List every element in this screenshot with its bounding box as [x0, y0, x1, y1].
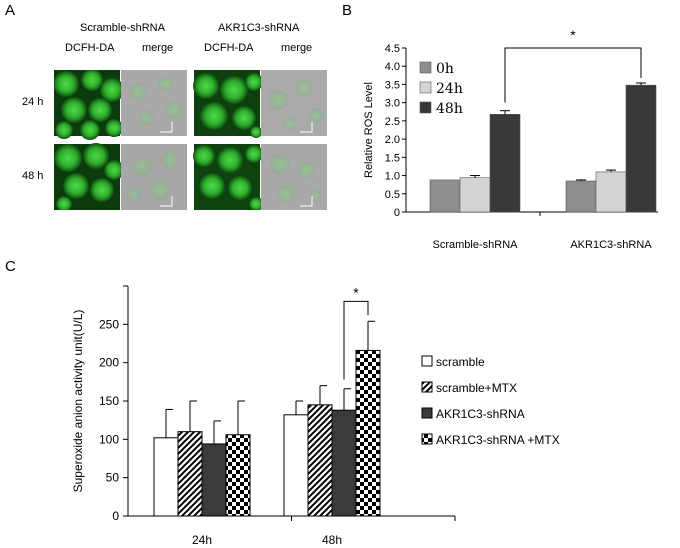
- bar-0h-0: [429, 179, 461, 213]
- group-label-akr1c3: AKR1C3-shRNA: [218, 22, 300, 34]
- image-48h-scramble-dcfh: [54, 143, 124, 210]
- legend-label-24h: 24h: [436, 81, 463, 97]
- legend-label-3: AKR1C3-shRNA +MTX: [436, 433, 560, 447]
- bar-24h-1: [595, 171, 627, 213]
- y-tick-label: 200: [99, 356, 119, 370]
- x-category-label: 48h: [322, 533, 342, 546]
- y-tick-label: 2.5: [385, 116, 400, 128]
- image-48h-akr1c3-merge: [261, 144, 327, 210]
- bar-1-1: [307, 404, 333, 517]
- legend-swatch-0h: [419, 61, 432, 74]
- panel-letter-a: A: [5, 2, 16, 19]
- image-24h-scramble-dcfh: [54, 70, 124, 140]
- y-tick-label: 250: [99, 317, 119, 331]
- bar-48h-0: [489, 114, 521, 213]
- legend-label-48h: 48h: [436, 101, 463, 117]
- significance-bracket: [343, 300, 369, 380]
- microscopy-grid: [54, 70, 327, 210]
- image-24h-akr1c3-dcfh: [193, 70, 263, 138]
- significance-star: *: [570, 27, 576, 43]
- panel-letter-b: B: [342, 2, 353, 19]
- legend-swatch-0: [421, 355, 433, 367]
- legend-swatch-3: [421, 433, 433, 445]
- bar-48h-1: [625, 84, 657, 213]
- significance-bracket: [504, 47, 642, 103]
- x-category-label: AKR1C3-shRNA: [570, 239, 652, 251]
- bar-3-1: [355, 349, 381, 517]
- legend-swatch-1: [421, 381, 433, 393]
- row-label-24h: 24 h: [22, 96, 44, 108]
- group-label-scramble: Scramble-shRNA: [80, 22, 165, 34]
- y-axis-label: Superoxide anion activity unit(U/L): [71, 310, 85, 493]
- bar-3-0: [225, 434, 251, 517]
- y-tick-label: 50: [106, 471, 120, 485]
- bar-0h-1: [565, 180, 597, 213]
- bar-0-0: [153, 437, 179, 517]
- y-tick-label: 150: [99, 394, 119, 408]
- legend-swatch-24h: [419, 81, 432, 94]
- image-48h-scramble-merge: [121, 144, 187, 210]
- legend-label-0: scramble: [436, 355, 485, 369]
- column-label-dcfh-1: DCFH-DA: [65, 42, 115, 54]
- legend-swatch-48h: [419, 101, 432, 114]
- bar-2-1: [331, 409, 357, 517]
- bar-0-1: [283, 414, 309, 517]
- y-tick-label: 4.0: [385, 61, 400, 73]
- y-tick-label: 0: [394, 207, 400, 219]
- bar-1-0: [177, 431, 203, 517]
- row-label-48h: 48 h: [22, 170, 44, 182]
- image-24h-scramble-merge: [121, 70, 187, 136]
- column-label-merge-2: merge: [281, 42, 313, 54]
- y-tick-label: 100: [99, 432, 119, 446]
- y-tick-label: 0.5: [385, 189, 400, 201]
- y-tick-label: 3.5: [385, 79, 400, 91]
- column-label-merge-1: merge: [142, 42, 174, 54]
- legend-label-1: scramble+MTX: [436, 381, 517, 395]
- legend-swatch-2: [421, 407, 433, 419]
- y-tick-label: 1.0: [385, 171, 400, 183]
- panel-letter-c: C: [5, 258, 16, 275]
- y-tick-label: 0: [112, 509, 119, 523]
- y-tick-label: 3.0: [385, 98, 400, 110]
- bar-24h-0: [459, 177, 491, 213]
- bar-2-0: [201, 443, 227, 517]
- image-24h-akr1c3-merge: [261, 70, 327, 136]
- legend-label-2: AKR1C3-shRNA: [436, 407, 525, 421]
- chart-panel-b: 0 0.5 1.0 1.5 2.0 2.5 3.0 3.5 4.0 4.5 Relative ROS…: [363, 27, 658, 251]
- chart-panel-c: 0 50 100 150 200 250 Superoxide anion activity…: [71, 284, 560, 546]
- y-tick-label: 2.0: [385, 134, 400, 146]
- significance-star: *: [353, 284, 359, 300]
- y-tick-label: 4.5: [385, 43, 400, 55]
- y-axis-label: Relative ROS Level: [363, 82, 375, 178]
- x-category-label: Scramble-shRNA: [433, 239, 519, 251]
- legend-label-0h: 0h: [436, 61, 454, 77]
- y-tick-label: 1.5: [385, 152, 400, 164]
- column-label-dcfh-2: DCFH-DA: [204, 42, 254, 54]
- x-category-label: 24h: [192, 533, 212, 546]
- image-48h-akr1c3-dcfh: [193, 144, 263, 210]
